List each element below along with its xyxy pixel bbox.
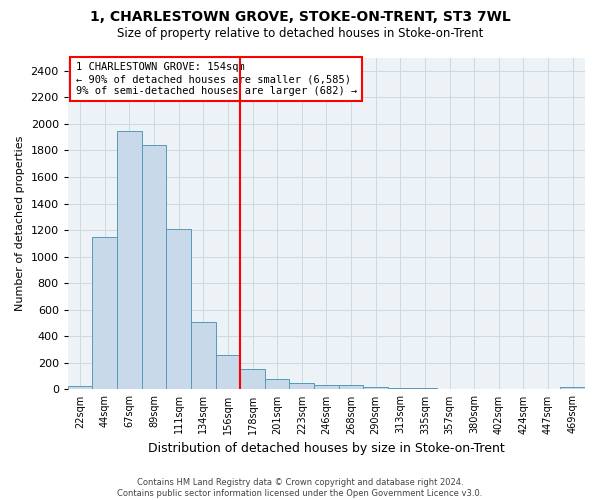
- Bar: [314, 385, 339, 390]
- Bar: [560, 388, 585, 390]
- Text: 1 CHARLESTOWN GROVE: 154sqm
← 90% of detached houses are smaller (6,585)
9% of s: 1 CHARLESTOWN GROVE: 154sqm ← 90% of det…: [76, 62, 357, 96]
- Bar: [166, 229, 191, 390]
- X-axis label: Distribution of detached houses by size in Stoke-on-Trent: Distribution of detached houses by size …: [148, 442, 505, 455]
- Bar: [117, 130, 142, 390]
- Text: 1, CHARLESTOWN GROVE, STOKE-ON-TRENT, ST3 7WL: 1, CHARLESTOWN GROVE, STOKE-ON-TRENT, ST…: [89, 10, 511, 24]
- Bar: [462, 389, 487, 390]
- Bar: [289, 383, 314, 390]
- Bar: [68, 386, 92, 390]
- Bar: [388, 388, 413, 390]
- Bar: [191, 322, 215, 390]
- Bar: [487, 389, 511, 390]
- Bar: [142, 145, 166, 390]
- Bar: [437, 388, 462, 390]
- Bar: [265, 379, 289, 390]
- Y-axis label: Number of detached properties: Number of detached properties: [15, 136, 25, 311]
- Bar: [339, 385, 364, 390]
- Bar: [240, 369, 265, 390]
- Text: Size of property relative to detached houses in Stoke-on-Trent: Size of property relative to detached ho…: [117, 28, 483, 40]
- Bar: [364, 387, 388, 390]
- Bar: [413, 388, 437, 390]
- Bar: [215, 355, 240, 390]
- Bar: [92, 236, 117, 390]
- Text: Contains HM Land Registry data © Crown copyright and database right 2024.
Contai: Contains HM Land Registry data © Crown c…: [118, 478, 482, 498]
